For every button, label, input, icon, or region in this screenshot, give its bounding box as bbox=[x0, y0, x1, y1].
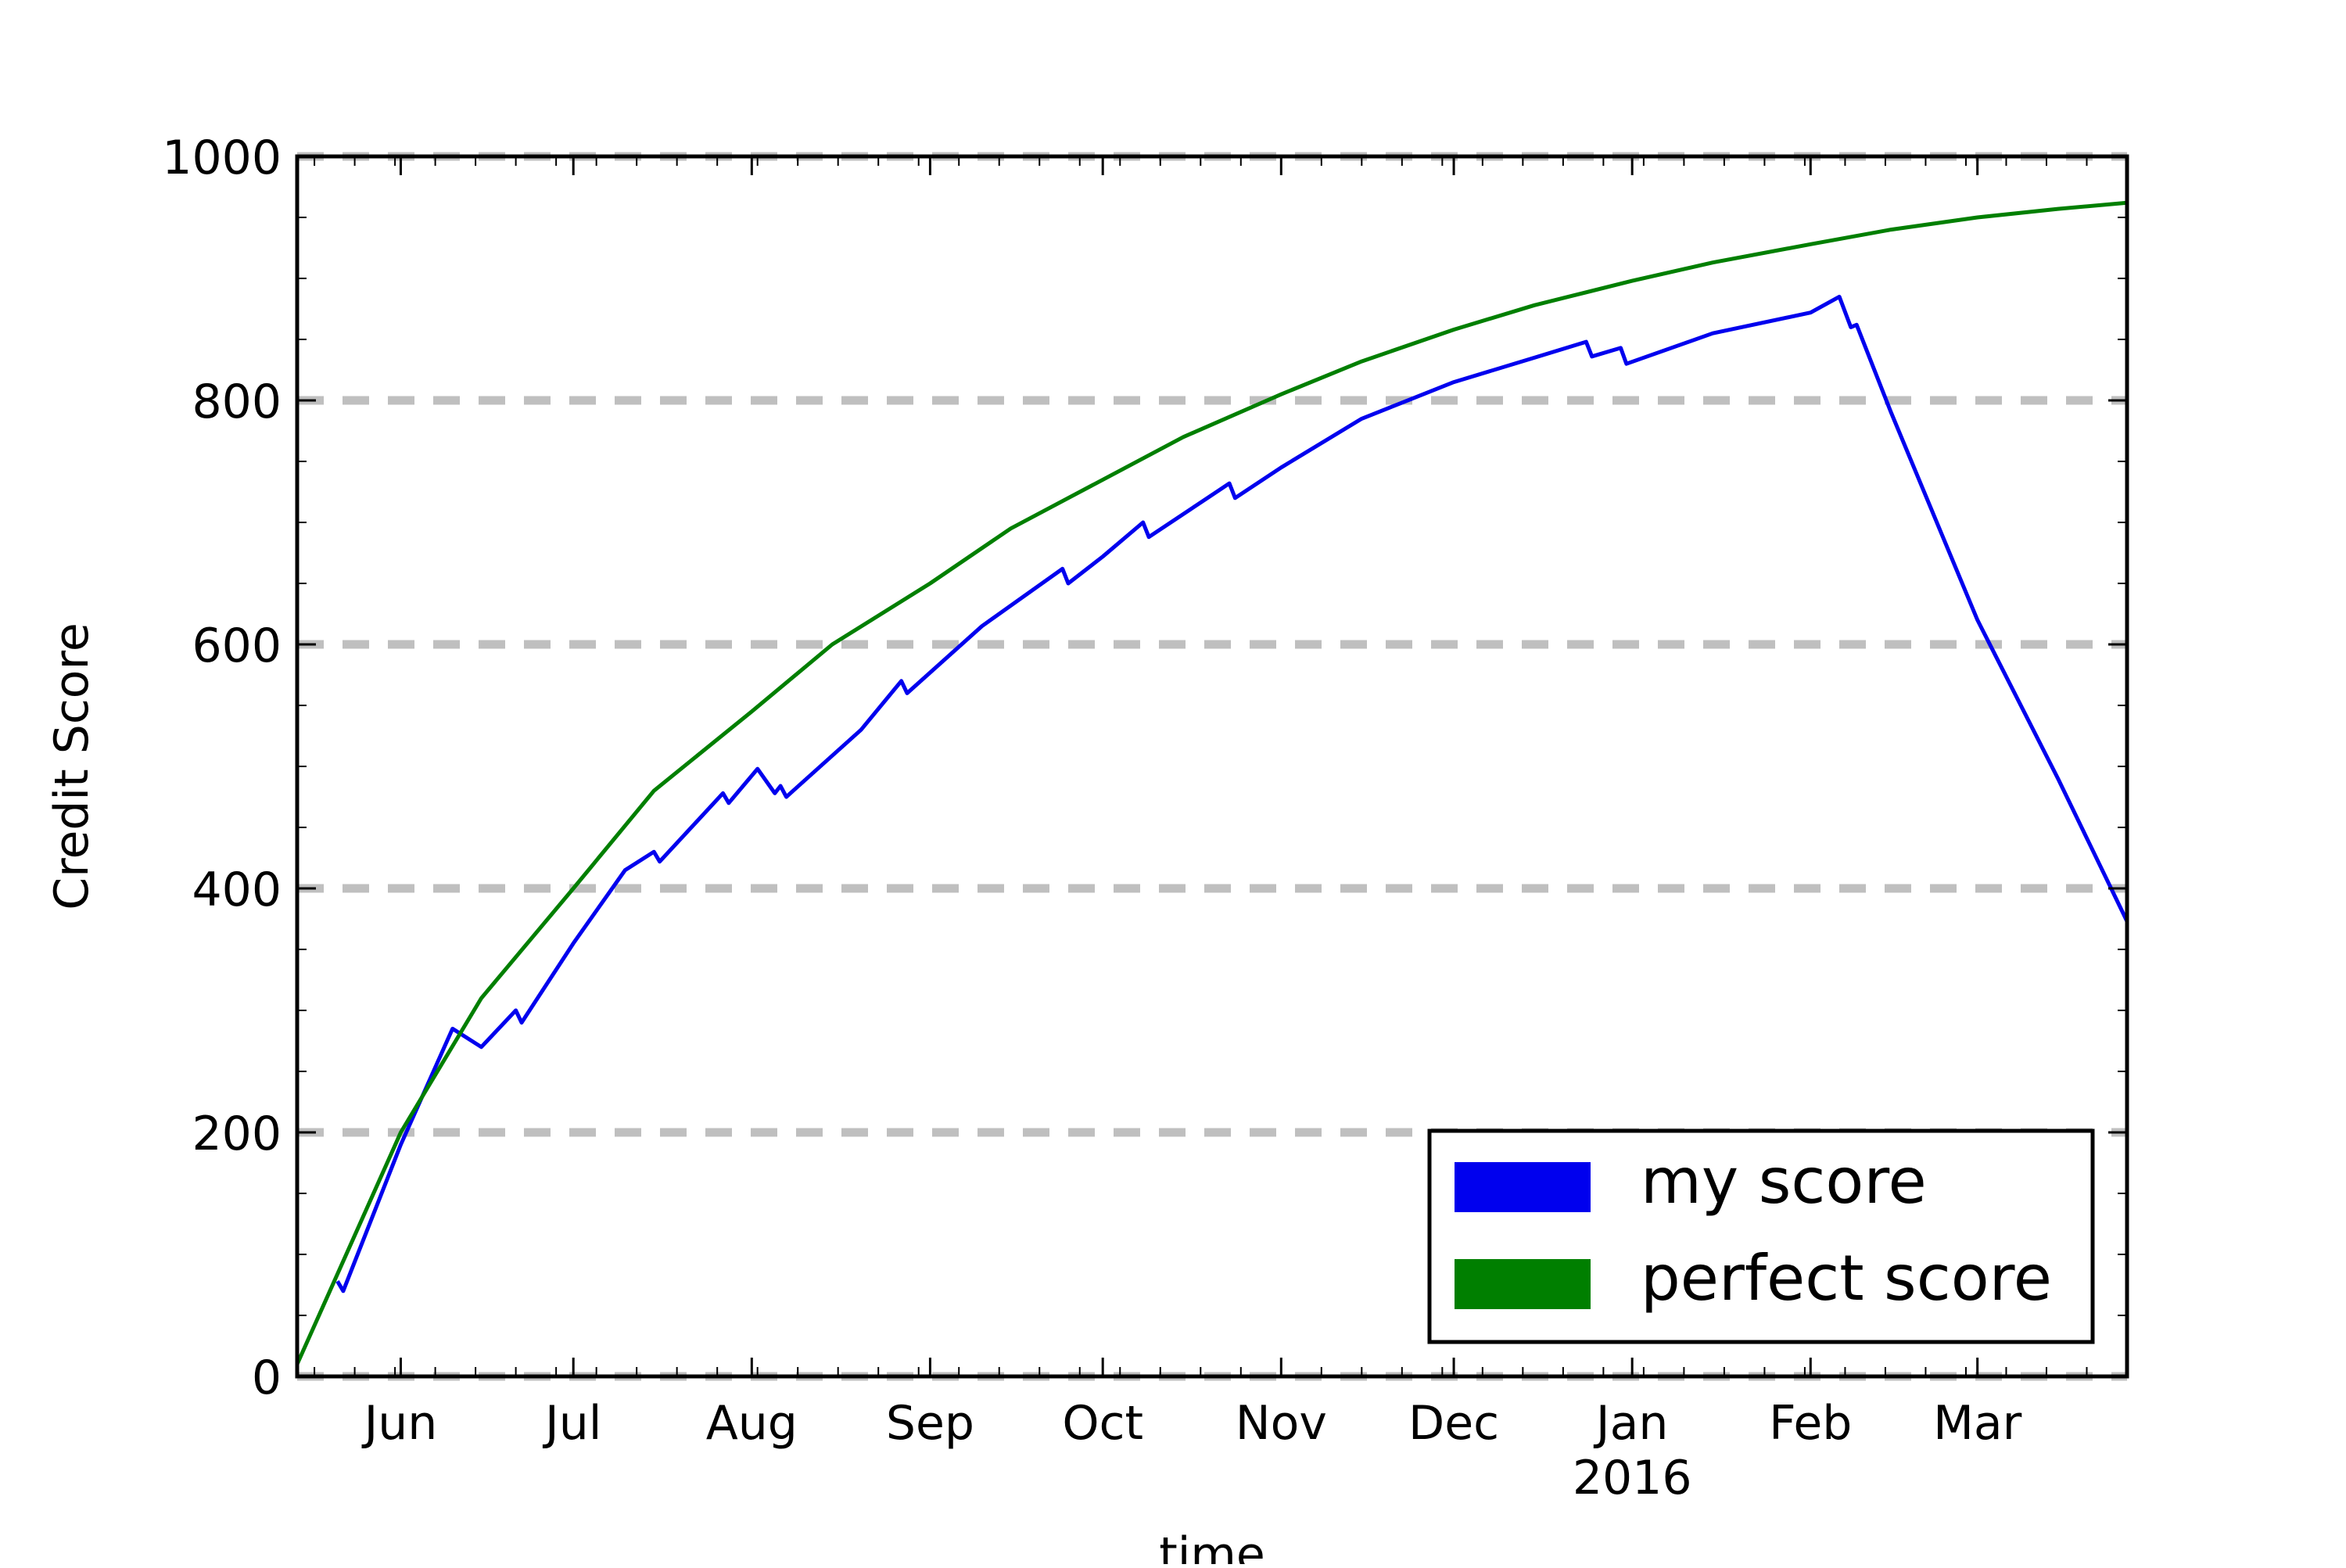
legend-label-1: perfect score bbox=[1641, 1242, 2052, 1315]
y-tick-label: 1000 bbox=[162, 131, 282, 185]
legend-swatch-1 bbox=[1455, 1259, 1591, 1309]
x-tick-label: Feb bbox=[1769, 1396, 1852, 1451]
tick-layer: 0 200 400 600 800 1000 Jun Jul Aug Sep Oct Nov Dec Ja… bbox=[162, 131, 2128, 1505]
legend-label-0: my score bbox=[1641, 1145, 1927, 1218]
x-tick-label: Jul bbox=[542, 1396, 601, 1451]
series-layer bbox=[295, 200, 2129, 1365]
x-tick-label: Aug bbox=[706, 1396, 798, 1451]
series-line-0 bbox=[335, 294, 2129, 1294]
x-tick-sublabel: 2016 bbox=[1573, 1451, 1692, 1505]
y-tick-label: 800 bbox=[192, 375, 282, 429]
x-tick-label: Nov bbox=[1236, 1396, 1327, 1451]
y-tick-label: 600 bbox=[192, 619, 282, 673]
x-tick-label: Jan bbox=[1593, 1396, 1669, 1451]
y-tick-label: 0 bbox=[252, 1351, 282, 1405]
x-tick-label: Dec bbox=[1408, 1396, 1499, 1451]
y-tick-label: 400 bbox=[192, 863, 282, 917]
x-tick-label: Oct bbox=[1062, 1396, 1143, 1451]
legend: my score perfect score bbox=[1427, 1128, 2095, 1344]
x-tick-label: Sep bbox=[886, 1396, 974, 1451]
y-axis-label: Credit Score bbox=[45, 623, 99, 910]
x-tick-label: Jun bbox=[361, 1396, 438, 1451]
series-line-1 bbox=[295, 200, 2128, 1365]
x-tick-label: Mar bbox=[1933, 1396, 2022, 1451]
y-tick-label: 200 bbox=[192, 1107, 282, 1161]
x-axis-label: time bbox=[1159, 1527, 1265, 1564]
legend-swatch-0 bbox=[1455, 1162, 1591, 1212]
